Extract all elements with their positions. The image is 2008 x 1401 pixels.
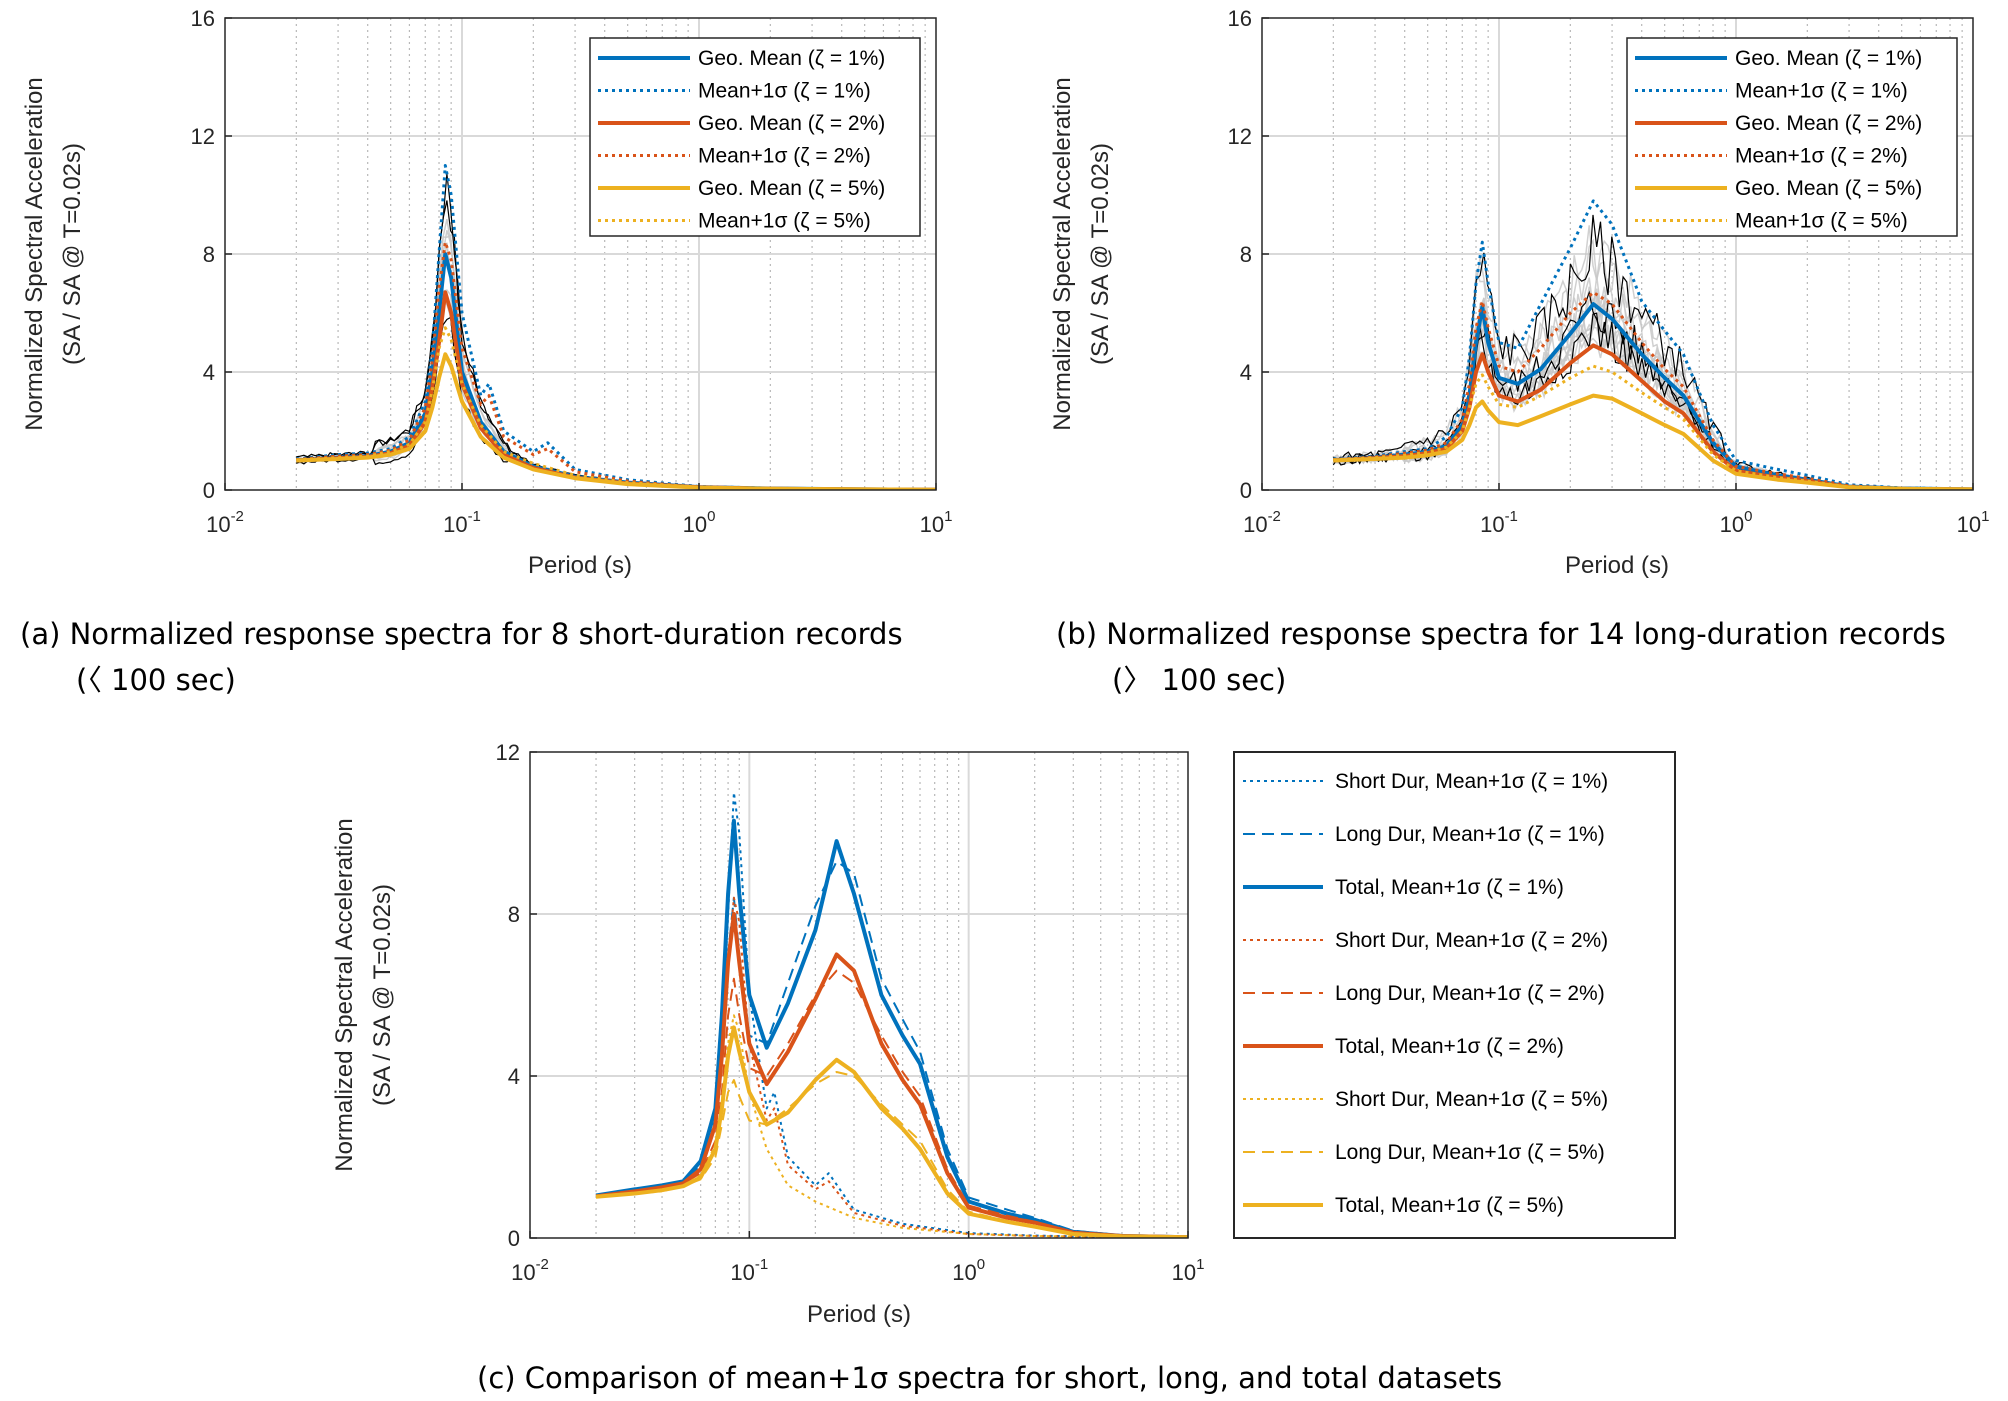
- x-tick-label: 10-1: [730, 1256, 768, 1285]
- chart-panel-b: 0 4 8 12 16 10-2 10-1 100 101 Period (s) Normal…: [1049, 6, 1989, 579]
- x-tick-label: 10-2: [206, 508, 244, 537]
- legend-label: Mean+1σ (ζ = 5%): [1735, 210, 1908, 233]
- legend-label: Geo. Mean (ζ = 1%): [698, 47, 885, 70]
- x-tick-label: 101: [1172, 1256, 1205, 1285]
- plot-area-c: [530, 752, 1188, 1238]
- y-ticks-c: 0 4 8 12: [496, 740, 537, 1251]
- x-tick-label: 100: [1720, 508, 1753, 537]
- series-line-b-1: [1333, 199, 1973, 490]
- y-tick-label: 0: [1240, 478, 1252, 503]
- series-line-b-2: [1333, 343, 1973, 490]
- series-line-b-4: [1333, 393, 1973, 490]
- chart-panel-c: 0 4 8 12 10-2 10-1 100 101 Period (s) Normaliz…: [331, 740, 1676, 1328]
- series-line-c-8: [595, 1025, 1188, 1238]
- legend-items-b: Geo. Mean (ζ = 1%) Mean+1σ (ζ = 1%) Geo. M…: [1635, 47, 1922, 233]
- caption-b-line1: (b) Normalized response spectra for 14 l…: [1056, 617, 1946, 651]
- y-tick-label: 0: [203, 478, 215, 503]
- x-tick-label: 101: [1957, 508, 1990, 537]
- legend-label: Short Dur, Mean+1σ (ζ = 1%): [1335, 770, 1608, 793]
- x-axis-label-a: Period (s): [528, 552, 632, 579]
- series-line-a-4: [296, 352, 936, 490]
- legend-label: Geo. Mean (ζ = 1%): [1735, 47, 1922, 70]
- y-axis-label-b-line1: Normalized Spectral Acceleration: [1049, 77, 1076, 431]
- legend-items-c: Short Dur, Mean+1σ (ζ = 1%) Long Dur, Mea…: [1243, 770, 1608, 1217]
- plot-frame-c: [529, 751, 1189, 1239]
- y-tick-label: 4: [1240, 360, 1252, 385]
- legend-label: Long Dur, Mean+1σ (ζ = 5%): [1335, 1141, 1605, 1164]
- y-tick-label: 4: [203, 360, 215, 385]
- legend-c: Short Dur, Mean+1σ (ζ = 1%) Long Dur, Mea…: [1233, 751, 1676, 1239]
- series-line-b-3: [1333, 290, 1973, 490]
- x-tick-label: 101: [920, 508, 953, 537]
- y-tick-label: 4: [508, 1064, 520, 1089]
- x-tick-label: 10-2: [1243, 508, 1281, 537]
- y-ticks-b: 0 4 8 12 16: [1228, 6, 1269, 503]
- legend-b: Geo. Mean (ζ = 1%) Mean+1σ (ζ = 1%) Geo. M…: [1626, 37, 1958, 237]
- y-tick-label: 8: [1240, 242, 1252, 267]
- x-tick-label: 10-2: [511, 1256, 549, 1285]
- legend-label: Total, Mean+1σ (ζ = 2%): [1335, 1035, 1564, 1058]
- x-tick-label: 10-1: [443, 508, 481, 537]
- series-group-a: [296, 164, 936, 490]
- x-tick-label: 100: [952, 1256, 985, 1285]
- legend-label: Geo. Mean (ζ = 5%): [698, 177, 885, 200]
- legend-label: Geo. Mean (ζ = 2%): [1735, 112, 1922, 135]
- y-axis-label-c-line1: Normalized Spectral Acceleration: [331, 818, 358, 1172]
- legend-box-a: [589, 37, 921, 237]
- y-tick-label: 8: [508, 902, 520, 927]
- y-axis-label-a-line2: (SA / SA @ T=0.02s): [59, 143, 86, 365]
- legend-label: Geo. Mean (ζ = 2%): [698, 112, 885, 135]
- legend-label: Mean+1σ (ζ = 1%): [1735, 80, 1908, 103]
- caption-b-line2: (〉 100 sec): [1112, 663, 1286, 697]
- legend-label: Total, Mean+1σ (ζ = 1%): [1335, 876, 1564, 899]
- legend-items-a: Geo. Mean (ζ = 1%) Mean+1σ (ζ = 1%) Geo. M…: [598, 47, 885, 233]
- x-tick-label: 10-1: [1480, 508, 1518, 537]
- legend-label: Mean+1σ (ζ = 1%): [698, 80, 871, 103]
- y-axis-label-b-line2: (SA / SA @ T=0.02s): [1087, 143, 1114, 365]
- y-tick-label: 12: [1228, 124, 1252, 149]
- y-tick-label: 12: [191, 124, 215, 149]
- x-axis-label-b: Period (s): [1565, 552, 1669, 579]
- legend-label: Short Dur, Mean+1σ (ζ = 2%): [1335, 929, 1608, 952]
- legend-a: Geo. Mean (ζ = 1%) Mean+1σ (ζ = 1%) Geo. M…: [589, 37, 921, 237]
- legend-label: Long Dur, Mean+1σ (ζ = 2%): [1335, 982, 1605, 1005]
- x-tick-label: 100: [683, 508, 716, 537]
- chart-panel-a: 0 4 8 12 16 10-2 10-1 100 101 Period (s) Normal…: [21, 6, 952, 579]
- caption-a-line1: (a) Normalized response spectra for 8 sh…: [20, 617, 903, 651]
- y-ticks-a: 0 4 8 12 16: [191, 6, 232, 503]
- y-tick-label: 12: [496, 740, 520, 765]
- x-ticks-c: 10-2 10-1 100 101: [511, 1231, 1204, 1285]
- y-axis-label-c-line2: (SA / SA @ T=0.02s): [369, 884, 396, 1106]
- legend-label: Mean+1σ (ζ = 5%): [698, 210, 871, 233]
- x-axis-label-c: Period (s): [807, 1301, 911, 1328]
- y-tick-label: 16: [191, 6, 215, 31]
- x-ticks-a: 10-2 10-1 100 101: [206, 483, 952, 537]
- y-tick-label: 0: [508, 1226, 520, 1251]
- legend-label: Short Dur, Mean+1σ (ζ = 5%): [1335, 1088, 1608, 1111]
- legend-box-b: [1626, 37, 1958, 237]
- legend-label: Total, Mean+1σ (ζ = 5%): [1335, 1194, 1564, 1217]
- legend-label: Geo. Mean (ζ = 5%): [1735, 177, 1922, 200]
- series-line-a-5: [296, 326, 936, 490]
- series-group-b: [1333, 199, 1973, 490]
- series-line-c-5: [595, 912, 1188, 1238]
- x-ticks-b: 10-2 10-1 100 101: [1243, 483, 1989, 537]
- caption-a-line2: (〈 100 sec): [76, 663, 236, 697]
- y-axis-label-a-line1: Normalized Spectral Acceleration: [21, 77, 48, 431]
- series-line-c-2: [595, 818, 1188, 1238]
- legend-label: Mean+1σ (ζ = 2%): [698, 145, 871, 168]
- legend-label: Long Dur, Mean+1σ (ζ = 1%): [1335, 823, 1605, 846]
- series-group-c: [595, 791, 1188, 1238]
- y-tick-label: 8: [203, 242, 215, 267]
- legend-label: Mean+1σ (ζ = 2%): [1735, 145, 1908, 168]
- caption-c: (c) Comparison of mean+1σ spectra for sh…: [477, 1361, 1502, 1395]
- y-tick-label: 16: [1228, 6, 1252, 31]
